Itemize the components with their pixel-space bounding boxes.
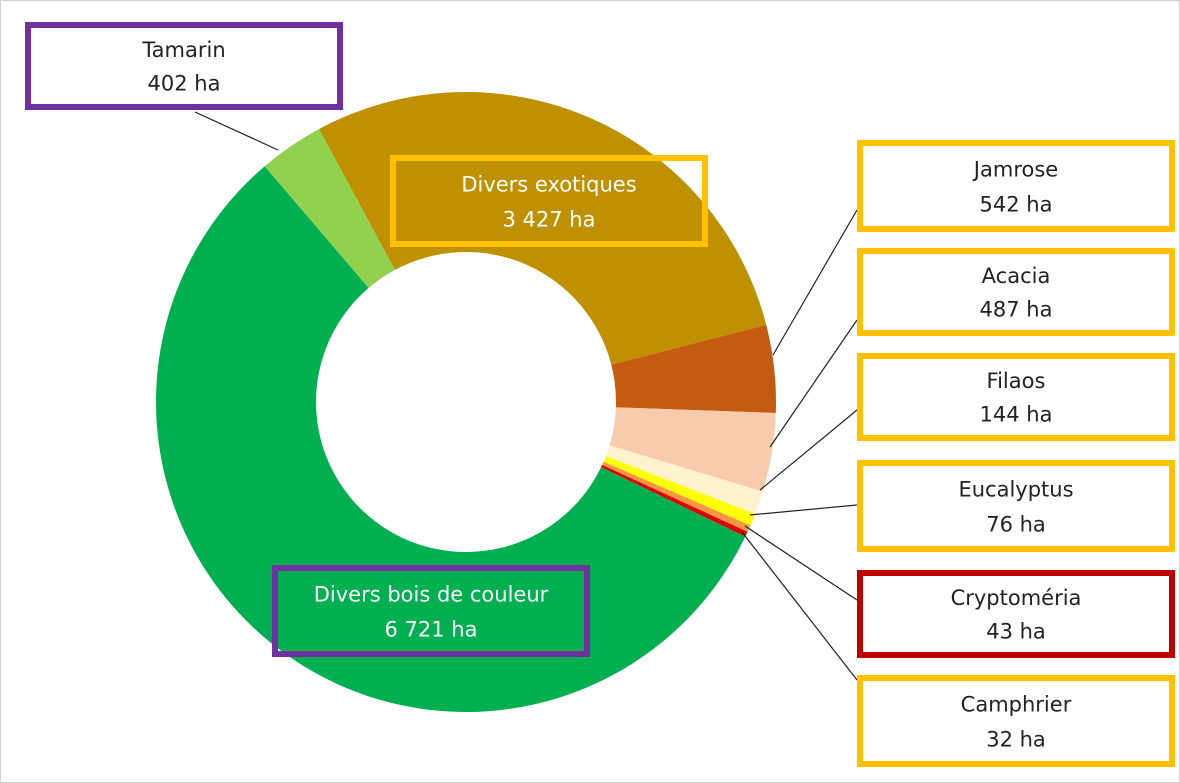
leader-line — [744, 525, 858, 601]
label-box — [857, 140, 1175, 232]
category-label: Tamarin — [141, 38, 225, 62]
value-label: 3 427 ha — [503, 207, 596, 231]
category-label: Camphrier — [961, 692, 1072, 716]
label-box — [857, 353, 1175, 441]
value-label: 76 ha — [986, 512, 1046, 536]
category-label: Cryptoméria — [951, 586, 1082, 610]
value-label: 32 ha — [986, 727, 1046, 751]
label-box — [272, 565, 590, 657]
category-label: Jamrose — [972, 157, 1058, 181]
slice — [603, 456, 756, 526]
slice — [611, 324, 776, 413]
category-label: Divers exotiques — [461, 172, 636, 196]
label-box — [857, 460, 1175, 552]
leader-line — [769, 319, 858, 448]
value-label: 542 ha — [980, 192, 1053, 216]
label-box — [857, 675, 1175, 767]
slice — [601, 464, 748, 537]
label-box — [857, 570, 1175, 658]
slice — [264, 129, 395, 288]
label-box — [390, 155, 708, 247]
category-label: Filaos — [987, 369, 1046, 393]
label-box — [25, 22, 343, 110]
labels: Divers exotiques 3 427 ha Jamrose 542 ha Aca… — [25, 22, 1175, 767]
value-label: 487 ha — [980, 297, 1053, 321]
category-label: Divers bois de couleur — [314, 582, 549, 606]
slice — [155, 166, 746, 713]
slice — [605, 445, 763, 514]
value-label: 6 721 ha — [385, 617, 478, 641]
value-label: 144 ha — [980, 402, 1053, 426]
leader-line — [194, 111, 279, 151]
category-label: Eucalyptus — [958, 477, 1073, 501]
leader-line — [759, 409, 858, 491]
value-label: 43 ha — [986, 619, 1046, 643]
leader-line — [772, 209, 858, 356]
label-box — [857, 248, 1175, 336]
value-label: 402 ha — [148, 71, 221, 95]
slice — [609, 407, 776, 492]
slice — [602, 461, 751, 532]
leader-line — [741, 531, 858, 681]
category-label: Acacia — [982, 264, 1051, 288]
leader-line — [749, 504, 858, 516]
